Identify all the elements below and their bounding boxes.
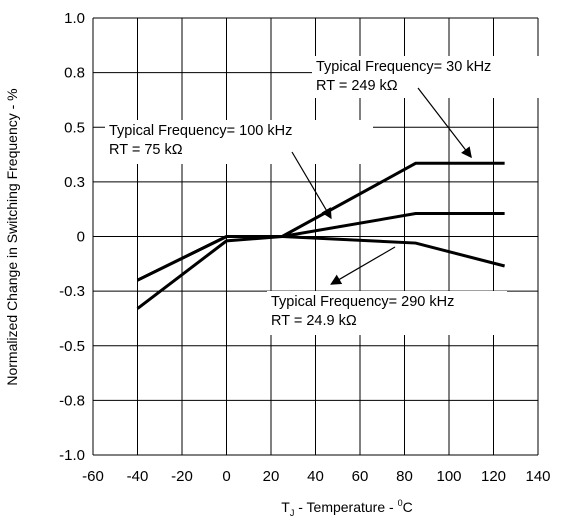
y-tick-label: -0.8 (59, 392, 85, 409)
x-tick-label: 0 (222, 468, 230, 485)
annotation-frequency: Typical Frequency= 290 kHz (271, 294, 454, 310)
annotation-rt: RT = 249 kΩ (316, 78, 398, 94)
annotation-rt: RT = 75 kΩ (109, 142, 183, 158)
annotation-arrow (330, 246, 396, 285)
y-tick-label: -1.0 (59, 447, 85, 464)
y-tick-label: 0.3 (64, 174, 85, 191)
series-line-f290k (136, 235, 505, 282)
x-tick-label: 140 (525, 468, 550, 485)
x-axis-label-unit: C (403, 499, 413, 515)
y-tick-label: -0.5 (59, 338, 85, 355)
annotation-frequency: Typical Frequency= 100 kHz (109, 123, 292, 139)
x-tick-label: 40 (307, 468, 324, 485)
x-axis-label: TJ - Temperature - 0C (281, 498, 412, 518)
tick-labels: -60 -40 -20 0 20 40 60 80 100 120 140 1.0 0.8 0.5 0.3 0… (59, 10, 550, 485)
annotation-background (105, 120, 373, 164)
y-tick-label: 1.0 (64, 10, 85, 27)
x-tick-label: 100 (436, 468, 461, 485)
y-tick-label: 0.5 (64, 119, 85, 136)
annotation-arrow (291, 151, 332, 220)
x-axis-label-sub: J (290, 508, 295, 518)
x-tick-label: -40 (127, 468, 149, 485)
annotation-rt: RT = 24.9 kΩ (271, 313, 357, 329)
x-tick-label: -20 (171, 468, 193, 485)
y-axis-label: Normalized Change in Switching Frequency… (4, 88, 20, 385)
x-tick-label: -60 (82, 468, 104, 485)
series-line-f100k (136, 212, 505, 282)
series-line-f30k (136, 161, 505, 310)
x-tick-label: 60 (352, 468, 369, 485)
annotation-arrow (417, 87, 472, 159)
x-axis-label-rest: - Temperature - (294, 499, 397, 515)
x-tick-label: 120 (481, 468, 506, 485)
series-lines (136, 161, 505, 310)
annotation-frequency: Typical Frequency= 30 kHz (316, 59, 491, 75)
annotations: Typical Frequency= 30 kHz RT = 249 kΩ Typi… (105, 56, 542, 335)
annotation-background (312, 56, 542, 98)
x-axis-label-sup: 0 (398, 498, 403, 508)
y-tick-label: 0 (77, 229, 85, 246)
x-tick-label: 80 (396, 468, 413, 485)
y-tick-label: -0.3 (59, 283, 85, 300)
x-tick-label: 20 (263, 468, 280, 485)
annotation-background (267, 291, 507, 335)
x-axis-label-main: T (281, 499, 290, 515)
y-tick-label: 0.8 (64, 65, 85, 82)
